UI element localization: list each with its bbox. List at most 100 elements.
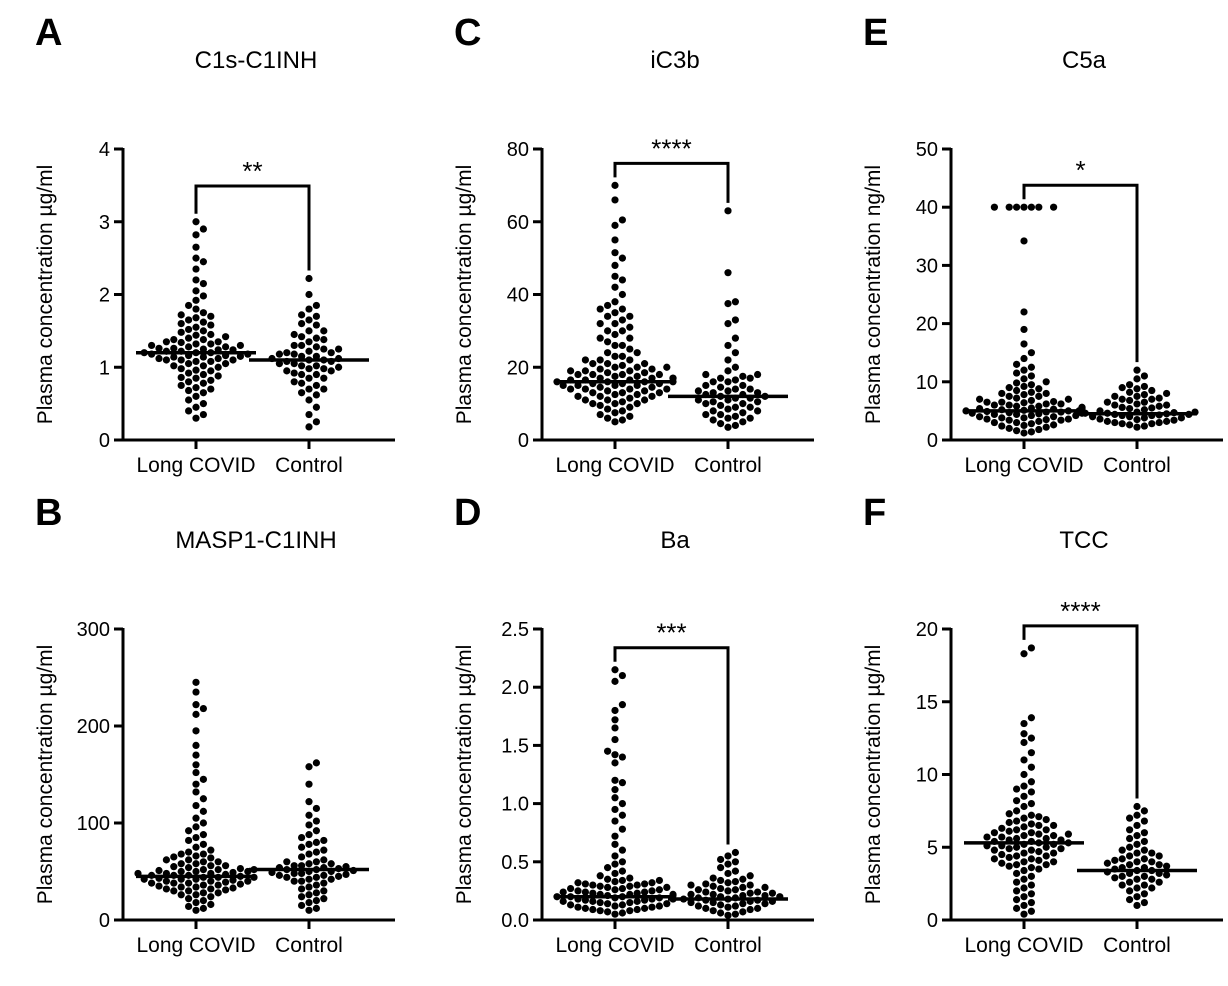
data-point	[998, 398, 1006, 406]
data-point	[724, 299, 732, 308]
x-tick-label: Control	[694, 454, 762, 477]
y-tick-label: 5	[927, 837, 938, 859]
data-point	[611, 666, 619, 674]
data-point	[694, 902, 702, 910]
chart-title: TCC	[1059, 527, 1108, 554]
data-point	[567, 367, 575, 375]
y-tick-label: 4	[99, 139, 110, 161]
data-point	[1005, 862, 1013, 870]
data-point	[305, 365, 313, 373]
data-point	[192, 751, 200, 759]
data-point	[724, 860, 732, 868]
data-point	[199, 258, 207, 266]
data-point	[1027, 800, 1035, 808]
data-point	[1013, 360, 1021, 368]
data-point	[199, 858, 207, 866]
data-point	[192, 768, 200, 777]
significance-bracket	[613, 161, 730, 203]
data-point	[709, 890, 717, 898]
data-point	[192, 287, 200, 295]
data-point	[596, 872, 604, 880]
data-point	[177, 311, 185, 319]
data-point	[214, 372, 222, 380]
data-point	[724, 207, 732, 215]
data-point	[1133, 832, 1141, 840]
data-point	[754, 389, 762, 397]
data-point	[604, 327, 612, 335]
data-point	[327, 367, 335, 375]
data-point	[1140, 846, 1148, 854]
data-point	[998, 389, 1006, 398]
data-point	[199, 775, 207, 783]
data-point	[596, 898, 604, 907]
y-tick-label: 0	[927, 430, 938, 452]
data-point	[1027, 428, 1035, 436]
data-point	[1013, 826, 1021, 834]
data-point	[305, 385, 313, 393]
data-point	[663, 900, 671, 908]
data-point	[596, 305, 604, 313]
data-point	[641, 396, 649, 404]
data-point	[1035, 203, 1043, 211]
data-point	[1140, 406, 1148, 414]
data-point	[199, 897, 207, 905]
data-point	[305, 891, 313, 899]
data-point	[1042, 852, 1050, 860]
data-point	[320, 836, 328, 845]
data-point	[207, 321, 215, 329]
data-point	[1020, 832, 1028, 840]
data-point	[305, 396, 313, 404]
data-point	[229, 884, 237, 892]
data-point	[1027, 890, 1035, 898]
data-point	[626, 874, 634, 882]
data-point	[574, 903, 582, 911]
data-point	[1013, 896, 1021, 904]
data-point	[170, 362, 178, 370]
data-point	[702, 370, 710, 379]
data-point	[1050, 858, 1058, 866]
y-tick-label: 0	[99, 910, 110, 932]
data-point	[327, 875, 335, 883]
data-point	[199, 889, 207, 897]
data-point	[192, 218, 200, 226]
data-point	[312, 343, 320, 351]
data-point	[305, 898, 313, 907]
data-point	[709, 398, 717, 406]
data-point	[305, 410, 313, 419]
data-point	[702, 880, 710, 888]
data-point	[312, 858, 320, 866]
data-point	[717, 855, 725, 864]
data-point	[199, 327, 207, 335]
data-point	[611, 341, 619, 350]
data-point	[618, 290, 626, 299]
data-point	[1126, 814, 1134, 822]
data-point	[1027, 349, 1035, 357]
data-point	[717, 383, 725, 391]
data-point	[1140, 855, 1148, 863]
data-point	[1148, 420, 1156, 428]
data-point	[199, 309, 207, 317]
data-point	[618, 825, 626, 833]
data-point	[1020, 414, 1028, 422]
data-point	[746, 889, 754, 897]
data-point	[611, 400, 619, 408]
y-tick-label: 3	[99, 212, 110, 234]
data-point	[312, 827, 320, 835]
data-point	[1035, 821, 1043, 830]
data-point	[1133, 811, 1141, 819]
data-point	[648, 879, 656, 887]
data-point	[312, 418, 320, 426]
data-point	[275, 871, 283, 879]
data-point	[1103, 398, 1111, 406]
data-point	[618, 407, 626, 415]
data-point	[1103, 859, 1111, 867]
data-point	[1126, 421, 1134, 429]
data-point	[611, 786, 619, 794]
data-point	[709, 389, 717, 397]
data-point	[312, 817, 320, 825]
data-point	[648, 374, 656, 382]
data-point	[1027, 363, 1035, 371]
data-point	[618, 276, 626, 284]
series-control	[668, 848, 788, 919]
